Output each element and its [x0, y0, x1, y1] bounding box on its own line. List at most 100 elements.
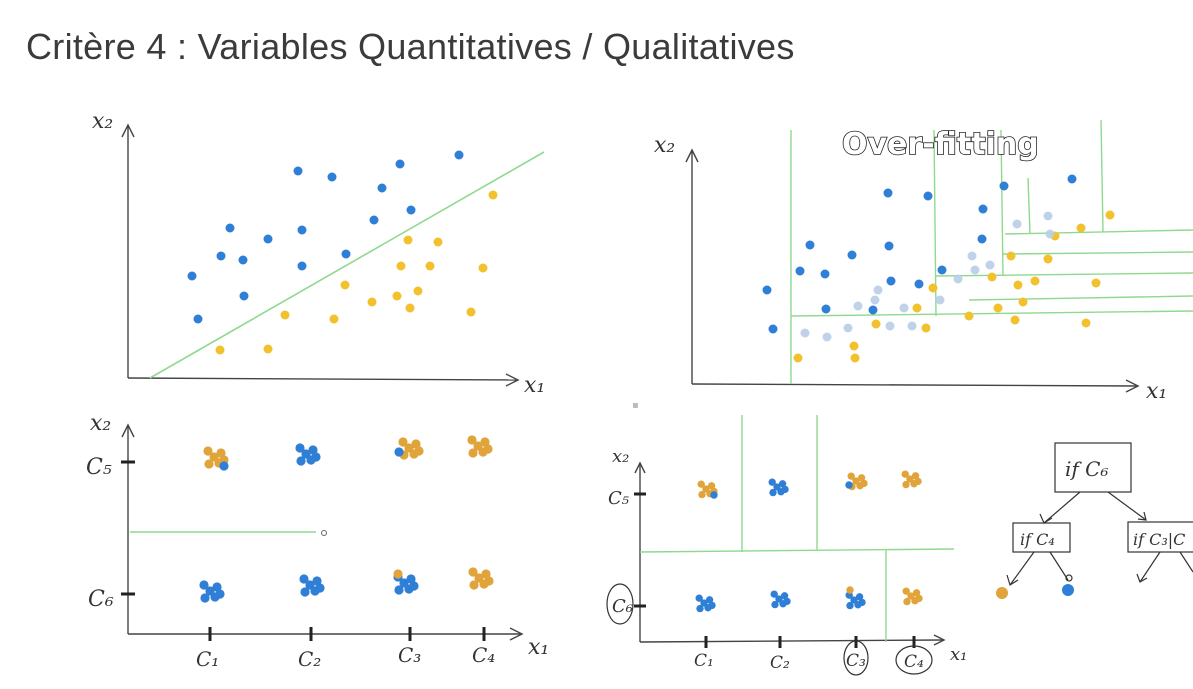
blue-cluster	[199, 580, 209, 590]
blue-cluster	[695, 594, 703, 602]
x-tick-label: C₂	[770, 653, 790, 673]
yellow-point	[1091, 278, 1101, 288]
yellow-cluster	[860, 479, 868, 488]
yellow-cluster	[698, 490, 706, 499]
yellow-cluster	[469, 580, 479, 590]
blue-point	[795, 266, 805, 276]
blue-point	[805, 240, 815, 250]
yellow-point	[846, 586, 854, 594]
blue-point	[923, 191, 933, 201]
blue-point	[394, 447, 404, 457]
yellow-cluster	[484, 576, 494, 586]
x-axis-label: x₁	[1146, 379, 1167, 404]
yellow-point	[849, 341, 859, 351]
x-tick-label: C₄	[904, 652, 924, 672]
x-axis-arrow	[933, 634, 946, 646]
yellow-cluster	[911, 472, 920, 480]
yellow-cluster	[847, 472, 855, 480]
yellow-cluster	[468, 448, 478, 458]
blue-point	[710, 491, 718, 499]
yellow-point	[921, 323, 931, 333]
blue-point	[883, 188, 893, 198]
yellow-cluster	[915, 594, 923, 603]
tree-right-node	[1127, 521, 1193, 553]
blue-point	[884, 241, 894, 251]
yellow-point	[425, 261, 435, 271]
blue-cluster	[212, 582, 222, 592]
yellow-point	[912, 303, 922, 313]
tree-root-label: if C₆	[1065, 457, 1108, 481]
blue-point	[845, 481, 853, 489]
blue-point	[369, 215, 379, 225]
blue-point	[454, 150, 464, 160]
blue-cluster	[312, 576, 322, 586]
blue-point	[978, 204, 988, 214]
yellow-cluster	[707, 482, 716, 490]
yellow-point	[392, 291, 402, 301]
yellow-point	[329, 314, 339, 324]
blue-cluster	[409, 581, 419, 591]
y-tick-label: C₆	[612, 596, 633, 617]
tree-edges	[1006, 491, 1193, 586]
yellow-cluster	[203, 446, 213, 456]
blue-cluster	[308, 445, 318, 455]
yellow-cluster	[902, 480, 910, 489]
yellow-point	[1006, 251, 1016, 261]
blue-point	[999, 181, 1009, 191]
faded-point	[853, 301, 863, 311]
x-tick-label: C₃	[846, 651, 866, 671]
blue-cluster	[705, 596, 714, 604]
faded-point	[953, 274, 963, 284]
yellow-cluster	[901, 470, 909, 478]
blue-point	[193, 314, 203, 324]
blue-cluster	[855, 593, 864, 601]
panel-top-right: x₂ x₁ Over-fitting	[654, 119, 1193, 404]
yellow-point	[466, 307, 476, 317]
x-tick-label: C₁	[694, 651, 714, 671]
blue-cluster	[299, 574, 309, 584]
panel-bottom-right: x₂ x₁ C₅ C₆ C₁ C₂ C₃ C₄	[606, 415, 967, 676]
faded-point	[967, 251, 977, 261]
blue-point	[377, 183, 387, 193]
split-line-end	[321, 530, 327, 536]
y-tick-label: C₅	[86, 455, 112, 480]
blue-cluster	[311, 452, 321, 462]
blue-cluster	[769, 488, 777, 497]
blue-point	[937, 265, 947, 275]
yellow-point	[1081, 318, 1091, 328]
yellow-cluster	[204, 459, 214, 469]
blue-point	[820, 269, 830, 279]
faded-point	[822, 332, 832, 342]
panel-bottom-left: x₂ x₁ C₅ C₆ C₁ C₂ C₃ C₄	[86, 411, 549, 671]
x-axis	[639, 639, 945, 643]
yellow-cluster	[697, 480, 705, 488]
faded-point	[873, 285, 883, 295]
blue-cluster	[783, 597, 791, 606]
yellow-cluster	[914, 477, 922, 486]
blue-cluster	[315, 583, 325, 593]
yellow-point	[393, 569, 403, 579]
y-axis-label: x₂	[612, 446, 629, 467]
yellow-cluster	[480, 437, 490, 447]
yellow-cluster	[481, 569, 491, 579]
faded-point	[1045, 229, 1055, 239]
yellow-point	[871, 319, 881, 329]
artifact-mark: ▪	[632, 400, 639, 411]
x-tick-label: C₃	[398, 643, 421, 667]
yellow-point	[405, 303, 415, 313]
blue-cluster	[780, 592, 789, 600]
yellow-cluster	[398, 437, 408, 447]
faded-point	[870, 295, 880, 305]
faded-point	[935, 295, 945, 305]
yellow-point	[987, 272, 997, 282]
yellow-point	[993, 303, 1003, 313]
yellow-point	[396, 261, 406, 271]
y-tick-label: C₅	[608, 488, 629, 509]
yellow-point	[1105, 210, 1115, 220]
tree-root-node	[1054, 442, 1132, 493]
yellow-point	[964, 311, 974, 321]
blue-point	[297, 261, 307, 271]
blue-point	[821, 304, 831, 314]
blue-cluster	[770, 590, 778, 598]
